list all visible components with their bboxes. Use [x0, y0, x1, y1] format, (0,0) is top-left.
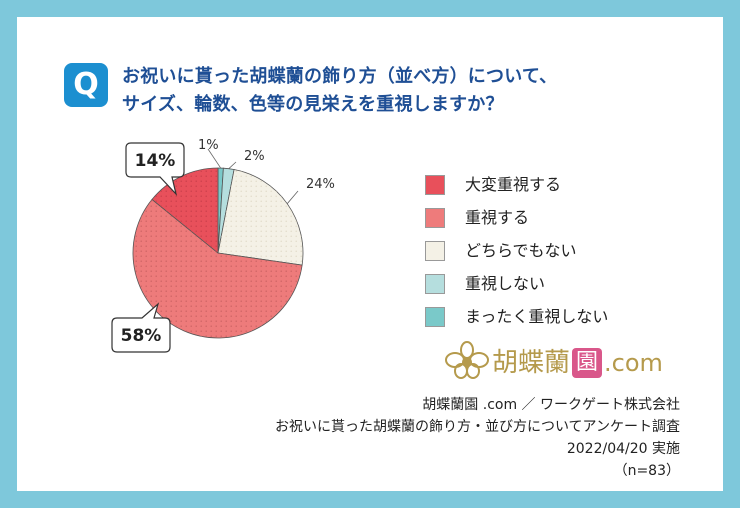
slice-very-important-texture	[152, 168, 218, 253]
data-label: 24%	[306, 177, 335, 192]
slice-important-texture	[133, 199, 303, 338]
legend-swatch	[425, 241, 445, 261]
legend-label: 重視する	[465, 208, 530, 227]
question-line-2: サイズ、輪数、色等の見栄えを重視しますか？	[122, 94, 504, 115]
legend-label: まったく重視しない	[465, 307, 609, 326]
legend-swatch	[425, 307, 445, 327]
question-line-1: お祝いに貰った胡蝶蘭の飾り方（並べ方）について、	[122, 66, 558, 87]
leader-line	[207, 148, 222, 169]
data-label: 1%	[198, 138, 219, 153]
callout-box	[111, 302, 171, 353]
legend-swatch	[425, 175, 445, 195]
orchid-icon	[445, 341, 489, 379]
data-label: 58%	[121, 326, 162, 346]
source-sample-size: （n=83）	[613, 463, 680, 479]
source-survey-title: お祝いに貰った胡蝶蘭の飾り方・並び方についてアンケート調査	[274, 419, 680, 435]
callout-box	[125, 142, 185, 197]
source-date: 2022/04/20 実施	[566, 441, 680, 457]
brand-suffix: .com	[604, 349, 663, 377]
data-label: 2%	[244, 149, 265, 164]
legend-swatch	[425, 274, 445, 294]
question-badge: Q	[64, 63, 108, 107]
brand-seal: 園	[572, 348, 603, 378]
leader-line	[228, 161, 237, 169]
data-label: 14%	[135, 151, 176, 171]
legend-label: どちらでもない	[465, 241, 577, 260]
brand-name-text: 胡蝶蘭	[492, 348, 571, 378]
legend-label: 重視しない	[465, 274, 546, 293]
brand-name: 胡蝶蘭園 .com	[492, 342, 663, 379]
slice-neutral-texture	[218, 169, 304, 266]
leader-line	[286, 190, 299, 204]
source-company: 胡蝶蘭園 .com ／ ワークゲート株式会社	[422, 397, 680, 413]
legend-swatch	[425, 208, 445, 228]
legend-label: 大変重視する	[465, 175, 562, 194]
